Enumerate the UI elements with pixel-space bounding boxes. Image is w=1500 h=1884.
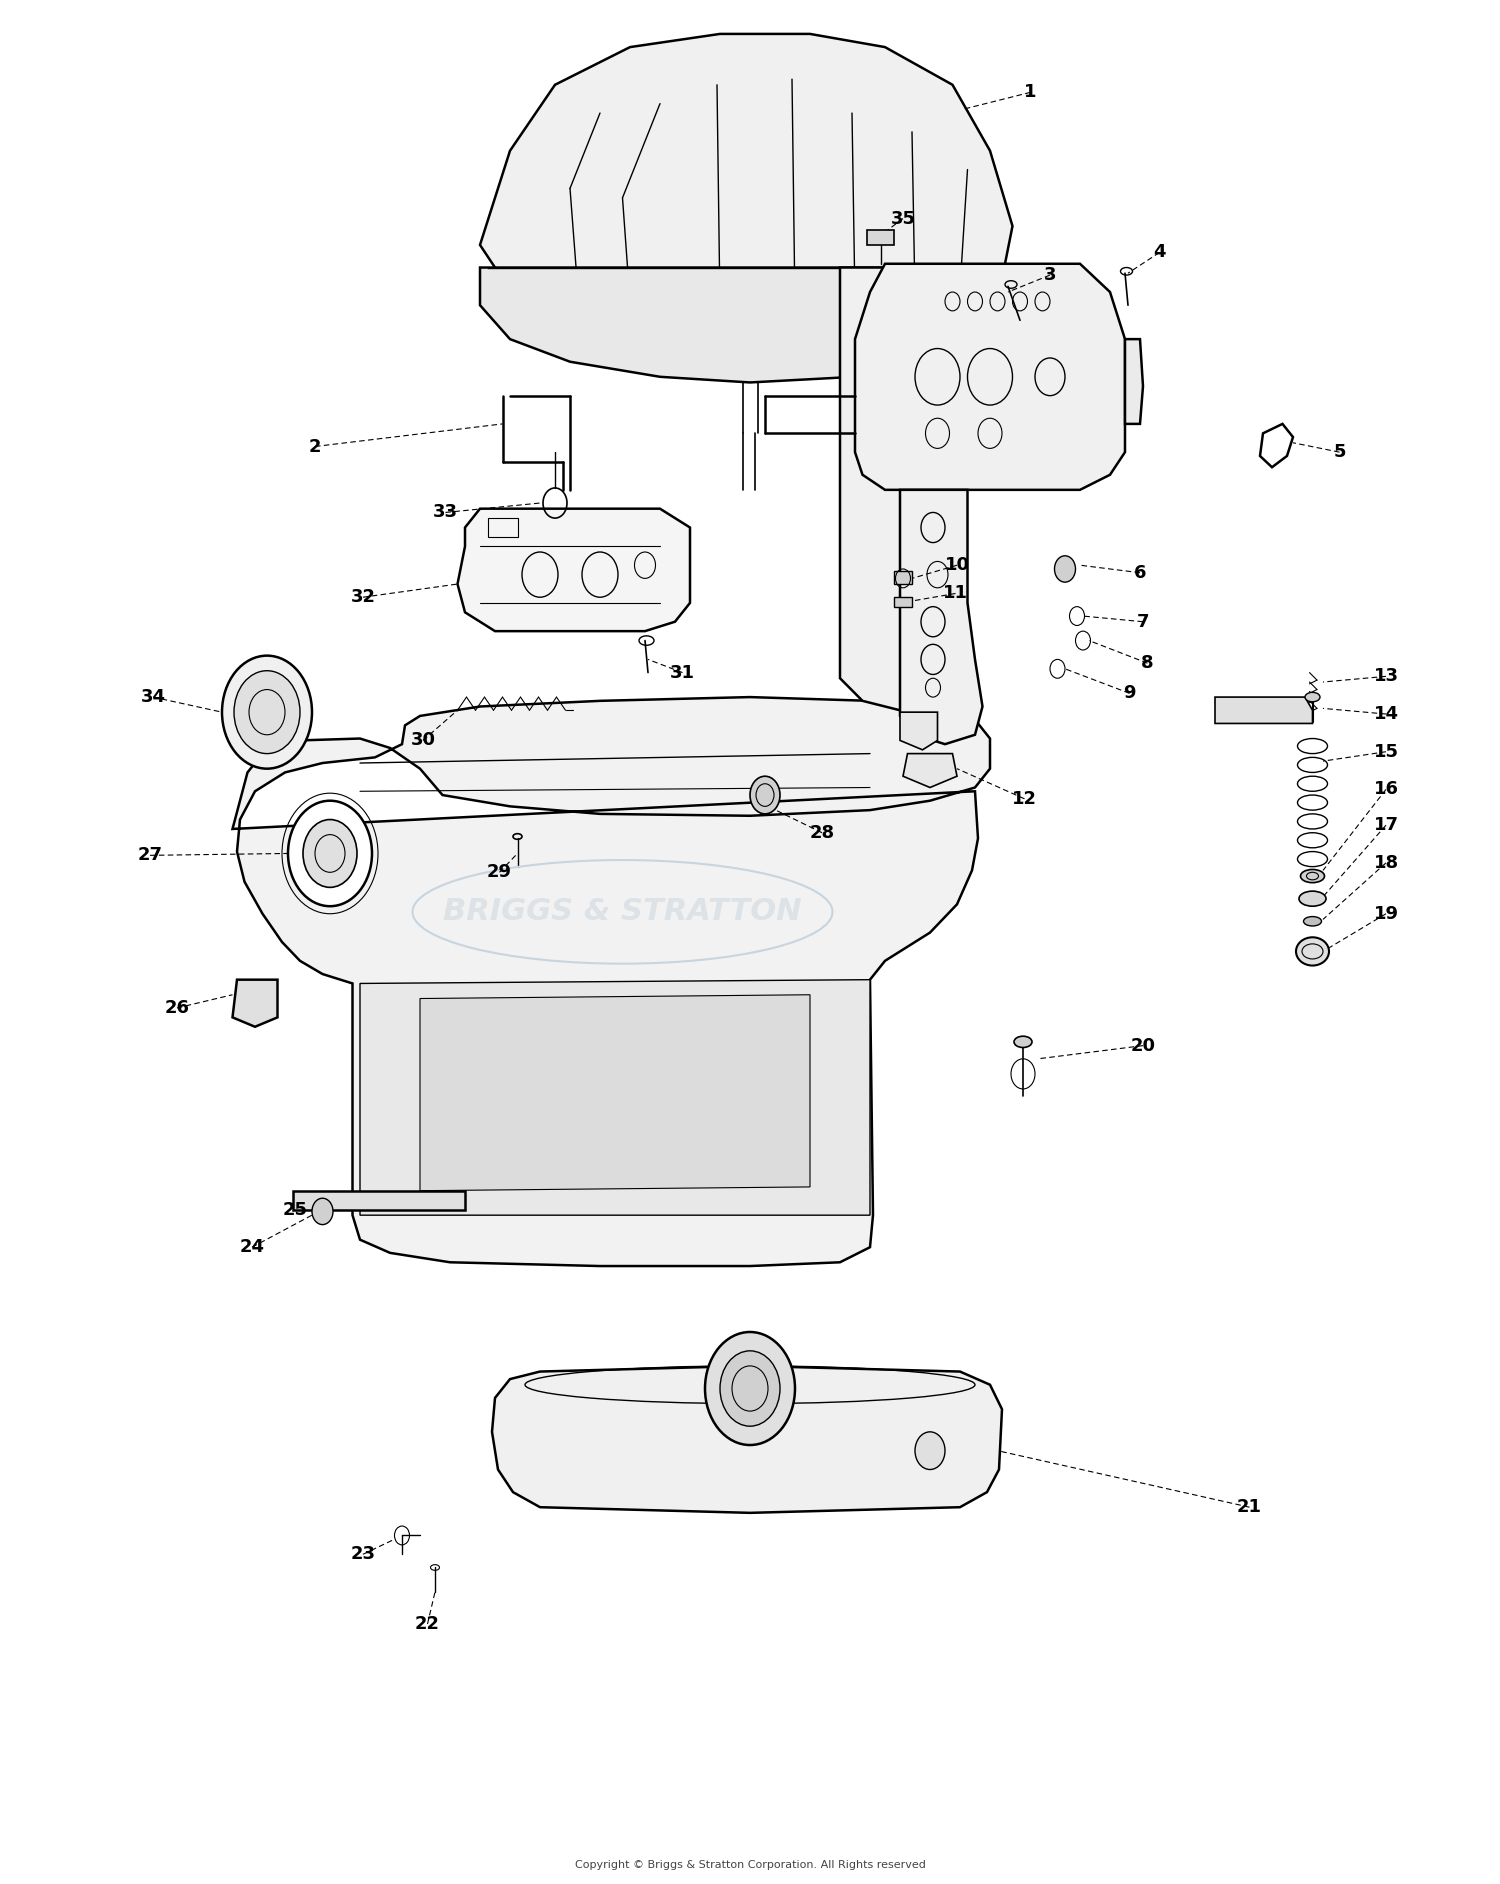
Text: 31: 31 bbox=[670, 663, 694, 682]
Text: 14: 14 bbox=[1374, 705, 1398, 723]
Text: 13: 13 bbox=[1374, 667, 1398, 686]
Text: 3: 3 bbox=[1044, 266, 1056, 284]
Polygon shape bbox=[292, 1191, 465, 1210]
Text: 32: 32 bbox=[351, 588, 375, 607]
Ellipse shape bbox=[1299, 891, 1326, 906]
Circle shape bbox=[234, 671, 300, 754]
Polygon shape bbox=[232, 697, 990, 1266]
Circle shape bbox=[303, 820, 357, 887]
Circle shape bbox=[312, 1198, 333, 1225]
Circle shape bbox=[288, 801, 372, 906]
Polygon shape bbox=[894, 597, 912, 607]
Ellipse shape bbox=[1304, 916, 1322, 927]
Circle shape bbox=[222, 656, 312, 769]
Text: 24: 24 bbox=[240, 1238, 264, 1257]
Polygon shape bbox=[840, 268, 908, 710]
Ellipse shape bbox=[1014, 1036, 1032, 1048]
Text: 22: 22 bbox=[416, 1615, 440, 1633]
Polygon shape bbox=[360, 980, 870, 1215]
Polygon shape bbox=[894, 571, 912, 584]
Circle shape bbox=[720, 1351, 780, 1426]
Circle shape bbox=[1054, 556, 1076, 582]
Text: 25: 25 bbox=[284, 1200, 308, 1219]
Text: 23: 23 bbox=[351, 1545, 375, 1564]
Polygon shape bbox=[1215, 697, 1312, 723]
Text: 6: 6 bbox=[1134, 563, 1146, 582]
Text: 18: 18 bbox=[1374, 853, 1398, 872]
Text: 21: 21 bbox=[1238, 1498, 1262, 1517]
Polygon shape bbox=[458, 509, 690, 631]
Text: BRIGGS & STRATTON: BRIGGS & STRATTON bbox=[442, 897, 802, 927]
Text: 20: 20 bbox=[1131, 1036, 1155, 1055]
Text: 11: 11 bbox=[944, 584, 968, 603]
Polygon shape bbox=[1125, 339, 1143, 424]
Text: 16: 16 bbox=[1374, 780, 1398, 799]
Text: 12: 12 bbox=[1013, 789, 1036, 808]
Text: 10: 10 bbox=[945, 556, 969, 575]
Text: 17: 17 bbox=[1374, 816, 1398, 835]
Text: 5: 5 bbox=[1334, 443, 1346, 462]
Polygon shape bbox=[480, 268, 1005, 382]
Circle shape bbox=[915, 1432, 945, 1470]
Polygon shape bbox=[900, 490, 983, 744]
Text: 8: 8 bbox=[1142, 654, 1154, 673]
Circle shape bbox=[705, 1332, 795, 1445]
Ellipse shape bbox=[1305, 691, 1320, 701]
Text: 19: 19 bbox=[1374, 904, 1398, 923]
Circle shape bbox=[750, 776, 780, 814]
Text: 2: 2 bbox=[309, 437, 321, 456]
Text: 27: 27 bbox=[138, 846, 162, 865]
Text: 15: 15 bbox=[1374, 742, 1398, 761]
Polygon shape bbox=[855, 264, 1125, 490]
Polygon shape bbox=[420, 995, 810, 1191]
Text: Copyright © Briggs & Stratton Corporation. All Rights reserved: Copyright © Briggs & Stratton Corporatio… bbox=[574, 1860, 926, 1871]
Text: 26: 26 bbox=[165, 999, 189, 1017]
Polygon shape bbox=[900, 712, 938, 750]
Text: 30: 30 bbox=[411, 731, 435, 750]
Text: 34: 34 bbox=[141, 688, 165, 706]
Text: 7: 7 bbox=[1137, 612, 1149, 631]
Text: 35: 35 bbox=[891, 209, 915, 228]
Text: 1: 1 bbox=[1024, 83, 1036, 102]
Ellipse shape bbox=[1296, 936, 1329, 965]
Polygon shape bbox=[492, 1366, 1002, 1513]
Text: 28: 28 bbox=[810, 823, 834, 842]
Polygon shape bbox=[903, 754, 957, 788]
Polygon shape bbox=[480, 34, 1012, 311]
Text: 9: 9 bbox=[1124, 684, 1136, 703]
Polygon shape bbox=[232, 980, 278, 1027]
Text: 4: 4 bbox=[1154, 243, 1166, 262]
Text: 29: 29 bbox=[488, 863, 512, 882]
Text: 33: 33 bbox=[433, 503, 457, 522]
Polygon shape bbox=[867, 230, 894, 245]
Ellipse shape bbox=[1300, 869, 1324, 882]
